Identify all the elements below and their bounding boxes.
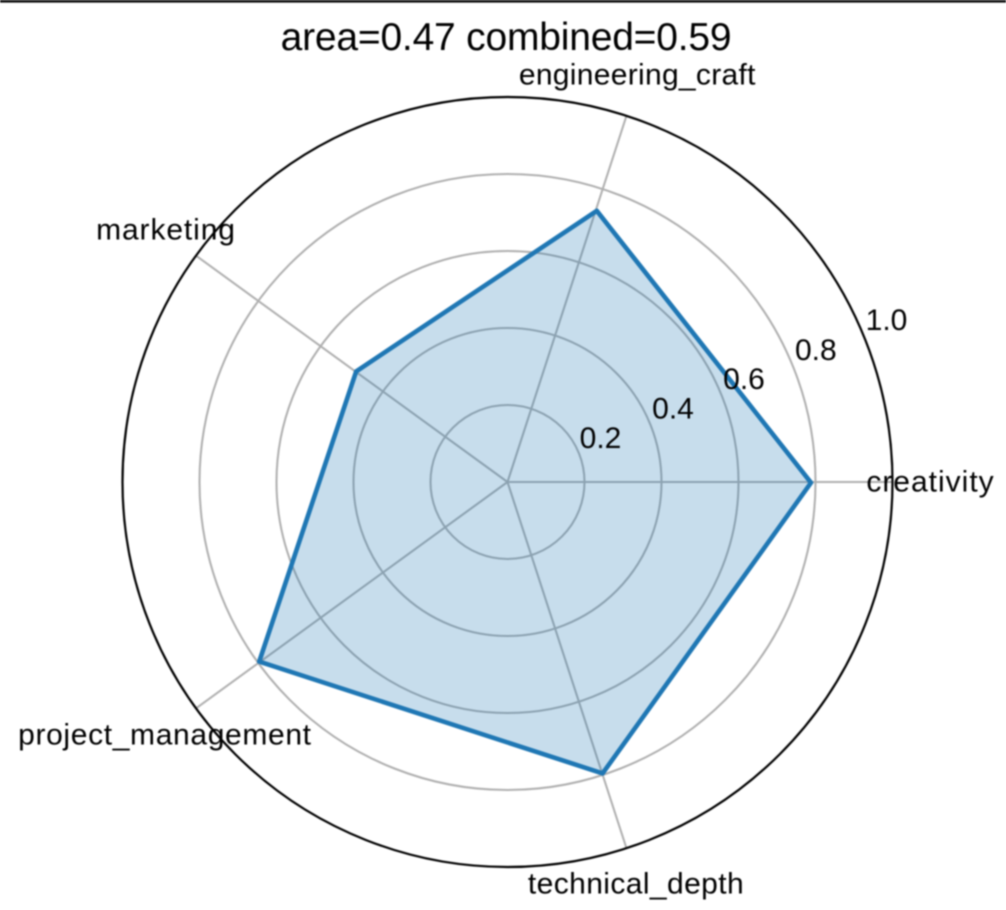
svg-text:marketing: marketing — [96, 214, 236, 247]
svg-text:engineering_craft: engineering_craft — [519, 59, 756, 92]
svg-text:area=0.47 combined=0.59: area=0.47 combined=0.59 — [281, 16, 732, 59]
svg-text:technical_depth: technical_depth — [528, 868, 744, 901]
svg-text:0.2: 0.2 — [580, 422, 622, 455]
svg-text:0.4: 0.4 — [652, 393, 694, 426]
svg-text:0.8: 0.8 — [795, 334, 837, 367]
svg-text:1.0: 1.0 — [866, 304, 908, 337]
svg-text:project_management: project_management — [18, 718, 312, 751]
svg-text:creativity: creativity — [866, 466, 994, 499]
svg-text:0.6: 0.6 — [723, 363, 765, 396]
